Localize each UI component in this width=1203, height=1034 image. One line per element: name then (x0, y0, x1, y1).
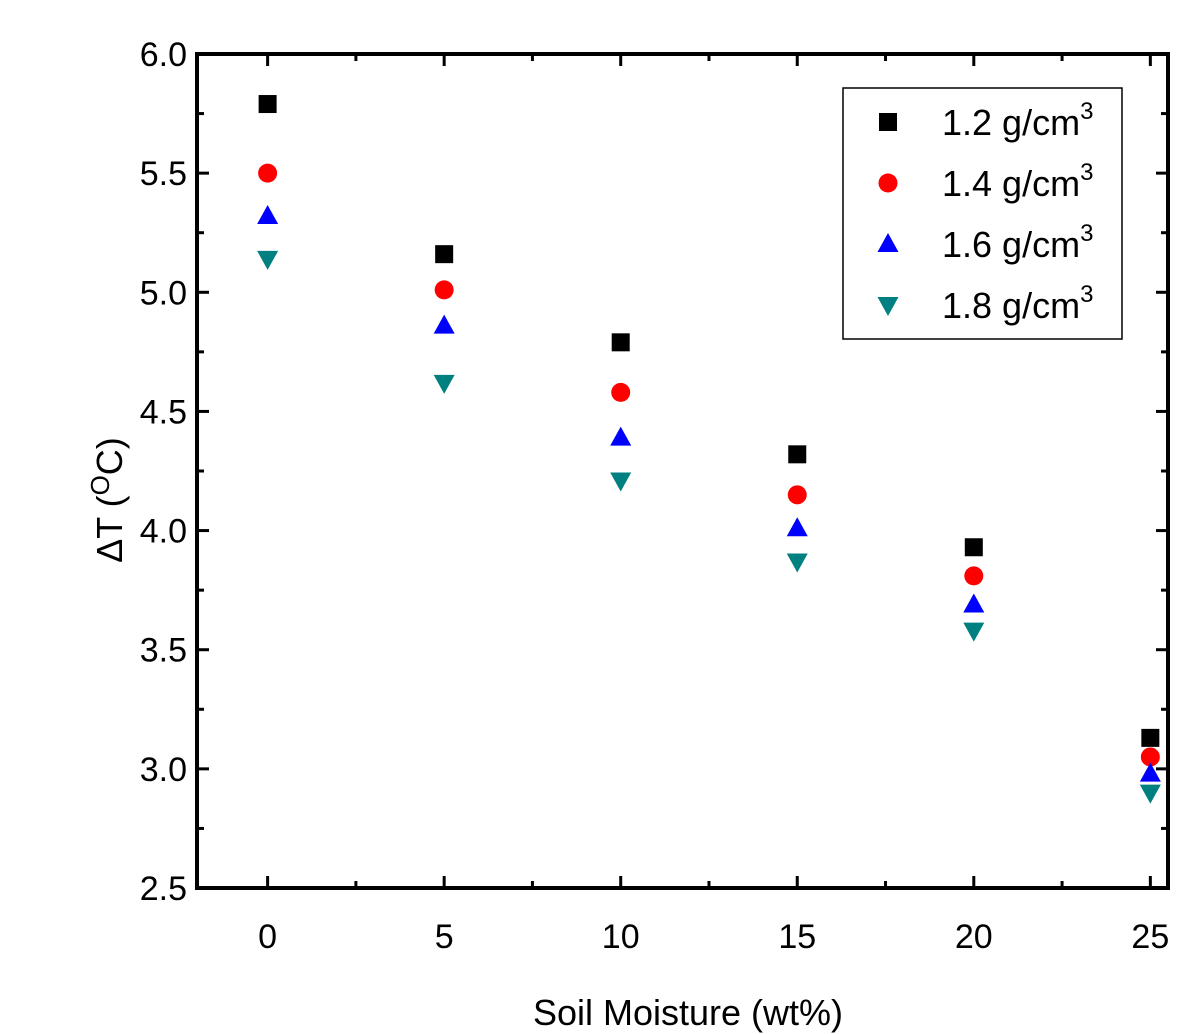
data-point-triangle-down (610, 472, 632, 492)
legend-marker-square (879, 113, 897, 131)
x-tick-label: 15 (778, 918, 816, 956)
data-point-circle (787, 485, 807, 505)
y-tick-label: 5.0 (140, 274, 187, 312)
x-tick-label: 25 (1131, 918, 1169, 956)
data-point-circle (434, 280, 454, 300)
y-tick-label: 3.0 (140, 751, 187, 789)
x-tick-label: 10 (602, 918, 640, 956)
y-tick-label: 4.5 (140, 393, 187, 431)
legend-marker-circle (878, 173, 898, 193)
data-point-square (1141, 728, 1160, 747)
legend: 1.2 g/cm3 1.4 g/cm3 1.6 g/cm3 1.8 g/cm3 (842, 87, 1123, 340)
data-point-triangle-up (963, 593, 985, 613)
data-point-square (964, 538, 983, 557)
legend-label: 1.6 g/cm3 (942, 220, 1093, 265)
data-point-circle (611, 382, 631, 402)
data-points (257, 95, 1161, 804)
data-point-circle (258, 163, 278, 183)
data-point-square (435, 245, 454, 264)
data-point-square (258, 95, 277, 114)
data-point-triangle-down (257, 250, 279, 270)
y-tick-labels: 2.5 3.0 3.5 4.0 4.5 5.0 5.5 6.0 (140, 36, 187, 908)
y-tick-label: 4.0 (140, 513, 187, 551)
legend-marker-triangle-up (877, 233, 899, 252)
data-point-circle (1140, 747, 1160, 767)
data-point-triangle-down (433, 374, 455, 394)
x-tick-label: 0 (258, 918, 277, 956)
y-axis-title-sup: O (85, 475, 115, 495)
x-tick-label: 20 (955, 918, 993, 956)
y-tick-label: 2.5 (140, 870, 187, 908)
y-axis-title: ΔT (OC) (85, 437, 130, 563)
data-point-square (611, 333, 630, 352)
data-point-triangle-up (1139, 762, 1161, 782)
data-point-triangle-down (786, 553, 808, 573)
plot-frame (195, 52, 1170, 890)
data-point-triangle-up (610, 426, 632, 446)
data-point-square (788, 445, 807, 464)
y-axis-title-suffix: C) (89, 437, 130, 475)
y-tick-label: 5.5 (140, 155, 187, 193)
data-point-triangle-up (433, 314, 455, 334)
data-point-triangle-up (786, 517, 808, 537)
legend-label: 1.4 g/cm3 (942, 159, 1093, 204)
legend-marker-triangle-down (877, 297, 899, 316)
legend-label: 1.8 g/cm3 (942, 281, 1093, 326)
data-point-triangle-down (963, 622, 985, 642)
data-point-triangle-up (257, 205, 279, 225)
y-axis-title-prefix: ΔT ( (89, 495, 130, 562)
y-tick-label: 3.5 (140, 632, 187, 670)
x-axis-title: Soil Moisture (wt%) (533, 992, 843, 1033)
data-point-circle (964, 566, 984, 586)
legend-label: 1.2 g/cm3 (942, 98, 1093, 143)
y-tick-label: 6.0 (140, 36, 187, 74)
x-tick-label: 5 (435, 918, 454, 956)
data-point-triangle-down (1139, 784, 1161, 804)
x-tick-labels: 0 5 10 15 20 25 (258, 918, 1169, 956)
